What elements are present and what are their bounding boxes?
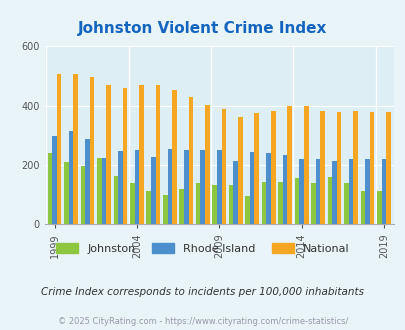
Bar [249,152,254,224]
Bar [195,183,200,224]
Bar [200,150,205,224]
Bar [254,113,258,224]
Bar [101,157,106,224]
Bar [352,111,357,224]
Bar [320,111,324,224]
Bar [64,162,68,224]
Bar [205,105,209,224]
Bar [369,112,373,224]
Bar [113,176,118,224]
Bar [151,157,155,224]
Text: Crime Index corresponds to incidents per 100,000 inhabitants: Crime Index corresponds to incidents per… [41,287,364,297]
Bar [172,90,176,224]
Bar [364,159,369,224]
Bar [188,97,193,224]
Bar [106,85,111,224]
Bar [90,77,94,224]
Legend: Johnston, Rhode Island, National: Johnston, Rhode Island, National [51,239,354,258]
Bar [261,182,266,224]
Text: Johnston Violent Crime Index: Johnston Violent Crime Index [78,21,327,36]
Text: © 2025 CityRating.com - https://www.cityrating.com/crime-statistics/: © 2025 CityRating.com - https://www.city… [58,317,347,326]
Bar [298,159,303,224]
Bar [303,107,308,224]
Bar [266,153,270,224]
Bar [348,159,352,224]
Bar [315,159,320,224]
Bar [85,139,90,224]
Bar [287,106,291,224]
Bar [245,196,249,224]
Bar [381,159,385,224]
Bar [47,153,52,224]
Bar [57,74,61,224]
Bar [282,155,287,224]
Bar [294,178,298,224]
Bar [118,151,122,224]
Bar [376,191,381,224]
Bar [270,111,275,224]
Bar [122,88,127,224]
Bar [97,157,101,224]
Bar [130,183,134,224]
Bar [228,185,233,224]
Bar [233,160,237,224]
Bar [360,191,364,224]
Bar [139,85,143,224]
Bar [134,150,139,224]
Bar [179,189,183,224]
Bar [162,195,167,224]
Bar [327,177,331,224]
Bar [331,160,336,224]
Bar [212,185,216,224]
Bar [310,183,315,224]
Bar [216,150,221,224]
Bar [155,85,160,224]
Bar [80,166,85,224]
Bar [146,191,151,224]
Bar [385,113,390,224]
Bar [237,117,242,224]
Bar [73,74,78,224]
Bar [167,149,172,224]
Bar [52,136,57,224]
Bar [336,112,341,224]
Bar [221,109,226,224]
Bar [343,183,348,224]
Bar [277,182,282,224]
Bar [183,150,188,224]
Bar [68,131,73,224]
